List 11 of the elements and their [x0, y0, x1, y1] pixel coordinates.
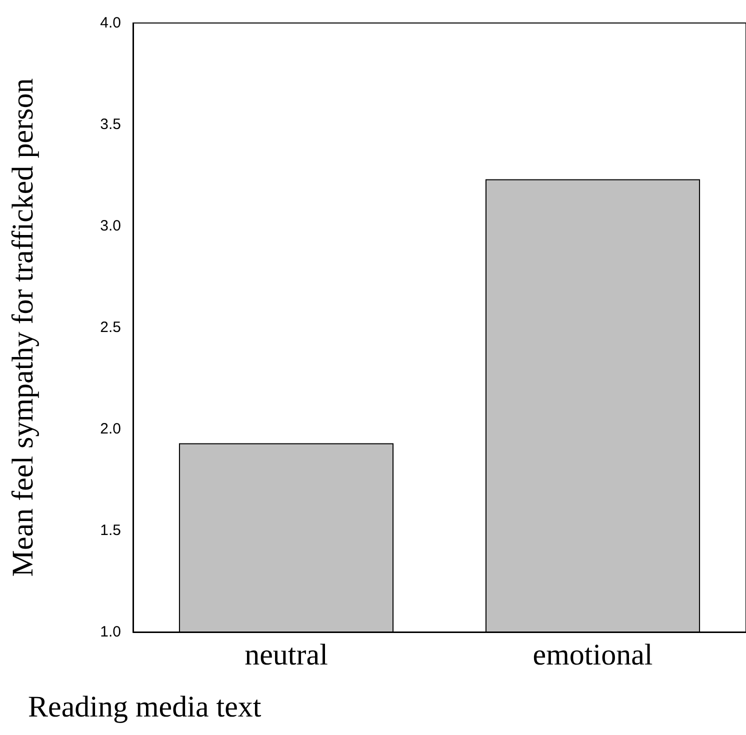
- y-tick-label: 3.0: [100, 218, 121, 234]
- y-tick-label: 1.0: [100, 624, 121, 640]
- x-axis-title: Reading media text: [28, 690, 262, 724]
- x-tick-label: neutral: [244, 638, 328, 672]
- y-tick-label: 2.0: [100, 420, 121, 438]
- y-tick-label: 2.5: [100, 319, 121, 336]
- y-axis-title: Mean feel sympathy for trafficked person: [6, 78, 40, 577]
- y-tick-label: 1.5: [100, 522, 121, 539]
- y-tick-label: 3.5: [100, 116, 121, 133]
- x-tick-label: emotional: [532, 638, 653, 672]
- y-tick-label: 4.0: [100, 14, 121, 32]
